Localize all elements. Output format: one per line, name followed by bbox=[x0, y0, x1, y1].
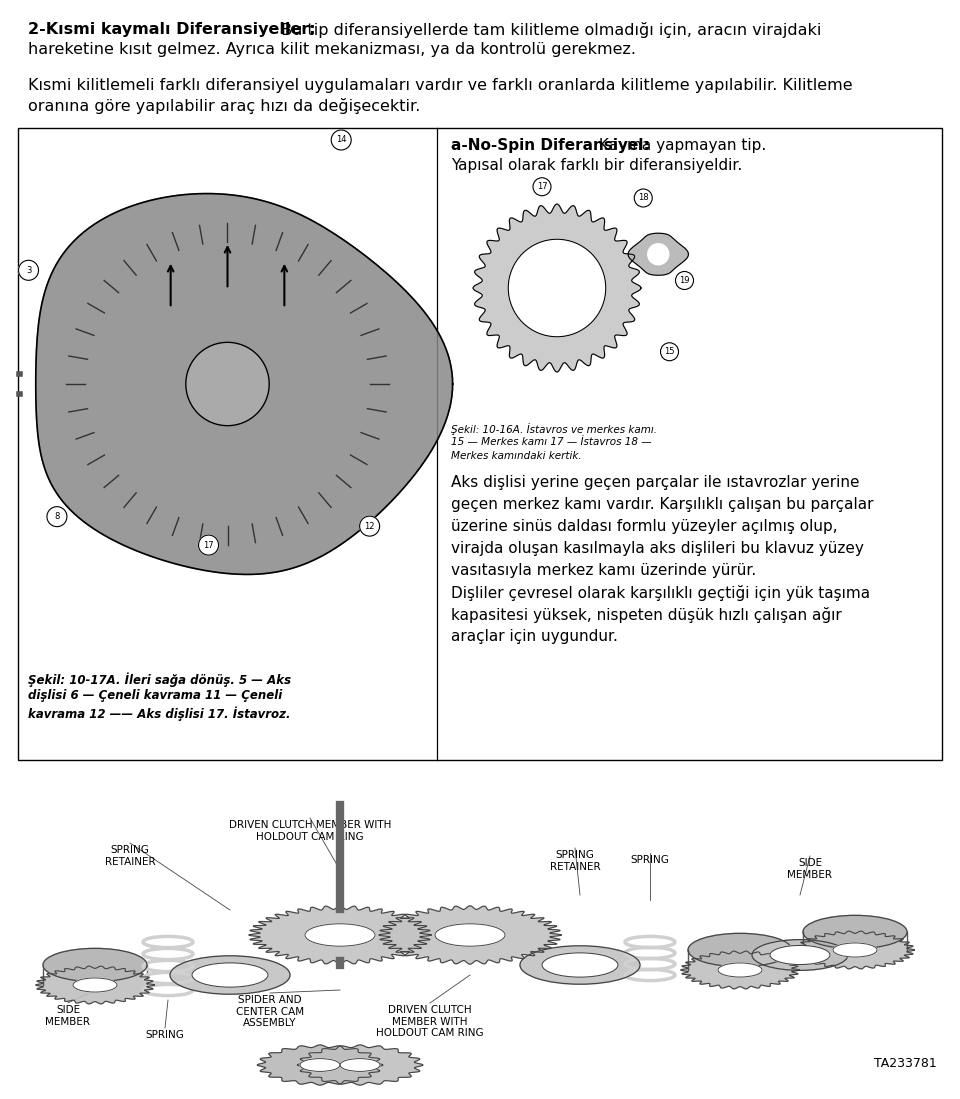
Text: SIDE
MEMBER: SIDE MEMBER bbox=[45, 1004, 90, 1026]
Text: SPRING
RETAINER: SPRING RETAINER bbox=[550, 850, 600, 872]
Circle shape bbox=[635, 189, 652, 207]
Ellipse shape bbox=[435, 924, 505, 946]
Circle shape bbox=[648, 244, 669, 265]
Text: Yapısal olarak farklı bir diferansiyeldir.: Yapısal olarak farklı bir diferansiyeldi… bbox=[451, 158, 742, 173]
Text: SPRING: SPRING bbox=[146, 1030, 184, 1040]
Ellipse shape bbox=[542, 953, 618, 977]
Circle shape bbox=[676, 271, 693, 289]
Circle shape bbox=[660, 343, 679, 360]
Text: SPRING: SPRING bbox=[631, 855, 669, 865]
Ellipse shape bbox=[192, 963, 268, 987]
Text: Şekil: 10-16A. İstavros ve merkes kamı.: Şekil: 10-16A. İstavros ve merkes kamı. bbox=[451, 423, 657, 435]
Text: 19: 19 bbox=[680, 276, 689, 285]
Text: 8: 8 bbox=[55, 512, 60, 521]
Ellipse shape bbox=[770, 945, 830, 965]
Text: geçen merkez kamı vardır. Karşılıklı çalışan bu parçalar: geçen merkez kamı vardır. Karşılıklı çal… bbox=[451, 497, 874, 512]
Polygon shape bbox=[628, 233, 688, 275]
Text: 15 — Merkes kamı 17 — İstavros 18 —: 15 — Merkes kamı 17 — İstavros 18 — bbox=[451, 437, 652, 447]
Text: 2-Kısmi kaymalı Diferansiyeller:: 2-Kısmi kaymalı Diferansiyeller: bbox=[28, 22, 316, 37]
Ellipse shape bbox=[43, 948, 147, 981]
Ellipse shape bbox=[300, 1058, 340, 1072]
Polygon shape bbox=[796, 931, 914, 969]
Text: 17: 17 bbox=[204, 541, 214, 550]
Circle shape bbox=[199, 535, 219, 555]
Text: kapasitesi yüksek, nispeten düşük hızlı çalışan ağır: kapasitesi yüksek, nispeten düşük hızlı … bbox=[451, 607, 842, 623]
Ellipse shape bbox=[340, 1058, 380, 1072]
Text: Merkes kamındaki kertik.: Merkes kamındaki kertik. bbox=[451, 451, 582, 460]
Text: 15: 15 bbox=[664, 347, 675, 356]
Ellipse shape bbox=[833, 943, 877, 957]
Circle shape bbox=[533, 178, 551, 196]
Circle shape bbox=[186, 342, 269, 425]
Text: dişlisi 6 — Çeneli kavrama 11 — Çeneli: dişlisi 6 — Çeneli kavrama 11 — Çeneli bbox=[28, 689, 282, 702]
Ellipse shape bbox=[803, 915, 907, 948]
Text: SPIDER AND
CENTER CAM
ASSEMBLY: SPIDER AND CENTER CAM ASSEMBLY bbox=[236, 995, 304, 1029]
Polygon shape bbox=[473, 204, 641, 371]
Text: Şekil: 10-17A. İleri sağa dönüş. 5 — Aks: Şekil: 10-17A. İleri sağa dönüş. 5 — Aks bbox=[28, 671, 291, 687]
Text: üzerine sinüs daldası formlu yüzeyler açılmış olup,: üzerine sinüs daldası formlu yüzeyler aç… bbox=[451, 519, 838, 534]
Circle shape bbox=[18, 260, 38, 280]
Polygon shape bbox=[36, 966, 155, 1003]
Text: Bu tip diferansiyellerde tam kilitleme olmadığı için, aracın virajdaki: Bu tip diferansiyellerde tam kilitleme o… bbox=[276, 22, 822, 38]
Text: Dişliler çevresel olarak karşılıklı geçtiği için yük taşıma: Dişliler çevresel olarak karşılıklı geçt… bbox=[451, 585, 870, 601]
Circle shape bbox=[47, 507, 67, 526]
Text: Kayma yapmayan tip.: Kayma yapmayan tip. bbox=[593, 138, 766, 153]
Circle shape bbox=[360, 517, 379, 536]
Text: vasıtasıyla merkez kamı üzerinde yürür.: vasıtasıyla merkez kamı üzerinde yürür. bbox=[451, 563, 756, 578]
Polygon shape bbox=[257, 1045, 383, 1085]
Text: DRIVEN CLUTCH
MEMBER WITH
HOLDOUT CAM RING: DRIVEN CLUTCH MEMBER WITH HOLDOUT CAM RI… bbox=[376, 1004, 484, 1039]
Text: a-No-Spin Diferansiyel:: a-No-Spin Diferansiyel: bbox=[451, 138, 650, 153]
Circle shape bbox=[508, 240, 606, 336]
Ellipse shape bbox=[688, 933, 792, 967]
Text: DRIVEN CLUTCH MEMBER WITH
HOLDOUT CAM RING: DRIVEN CLUTCH MEMBER WITH HOLDOUT CAM RI… bbox=[228, 820, 391, 842]
Text: 17: 17 bbox=[537, 182, 547, 191]
Text: 18: 18 bbox=[638, 193, 649, 202]
Text: kavrama 12 —— Aks dişlisi 17. İstavroz.: kavrama 12 —— Aks dişlisi 17. İstavroz. bbox=[28, 706, 291, 721]
Text: 14: 14 bbox=[336, 135, 347, 144]
Ellipse shape bbox=[718, 963, 762, 977]
Text: hareketine kısıt gelmez. Ayrıca kilit mekanizması, ya da kontrolü gerekmez.: hareketine kısıt gelmez. Ayrıca kilit me… bbox=[28, 42, 636, 57]
Text: oranına göre yapılabilir araç hızı da değişecektir.: oranına göre yapılabilir araç hızı da de… bbox=[28, 98, 420, 114]
Ellipse shape bbox=[520, 946, 640, 985]
Polygon shape bbox=[298, 1045, 422, 1085]
Text: Kısmi kilitlemeli farklı diferansiyel uygulamaları vardır ve farklı oranlarda ki: Kısmi kilitlemeli farklı diferansiyel uy… bbox=[28, 78, 852, 93]
Polygon shape bbox=[36, 193, 452, 575]
Text: virajda oluşan kasılmayla aks dişlileri bu klavuz yüzey: virajda oluşan kasılmayla aks dişlileri … bbox=[451, 541, 864, 556]
Circle shape bbox=[331, 130, 351, 149]
Text: Aks dişlisi yerine geçen parçalar ile ıstavrozlar yerine: Aks dişlisi yerine geçen parçalar ile ıs… bbox=[451, 475, 859, 490]
Text: TA233781: TA233781 bbox=[875, 1057, 937, 1070]
Text: SPRING
RETAINER: SPRING RETAINER bbox=[105, 845, 156, 867]
Polygon shape bbox=[681, 951, 800, 989]
Polygon shape bbox=[379, 906, 562, 964]
Polygon shape bbox=[249, 906, 431, 964]
Ellipse shape bbox=[73, 978, 117, 992]
Ellipse shape bbox=[752, 940, 848, 970]
Text: 3: 3 bbox=[26, 266, 32, 275]
Ellipse shape bbox=[170, 956, 290, 995]
Text: SIDE
MEMBER: SIDE MEMBER bbox=[787, 858, 832, 879]
Ellipse shape bbox=[305, 924, 375, 946]
Bar bbox=[18, 127, 942, 761]
Text: 12: 12 bbox=[365, 522, 374, 531]
Text: araçlar için uygundur.: araçlar için uygundur. bbox=[451, 629, 618, 644]
